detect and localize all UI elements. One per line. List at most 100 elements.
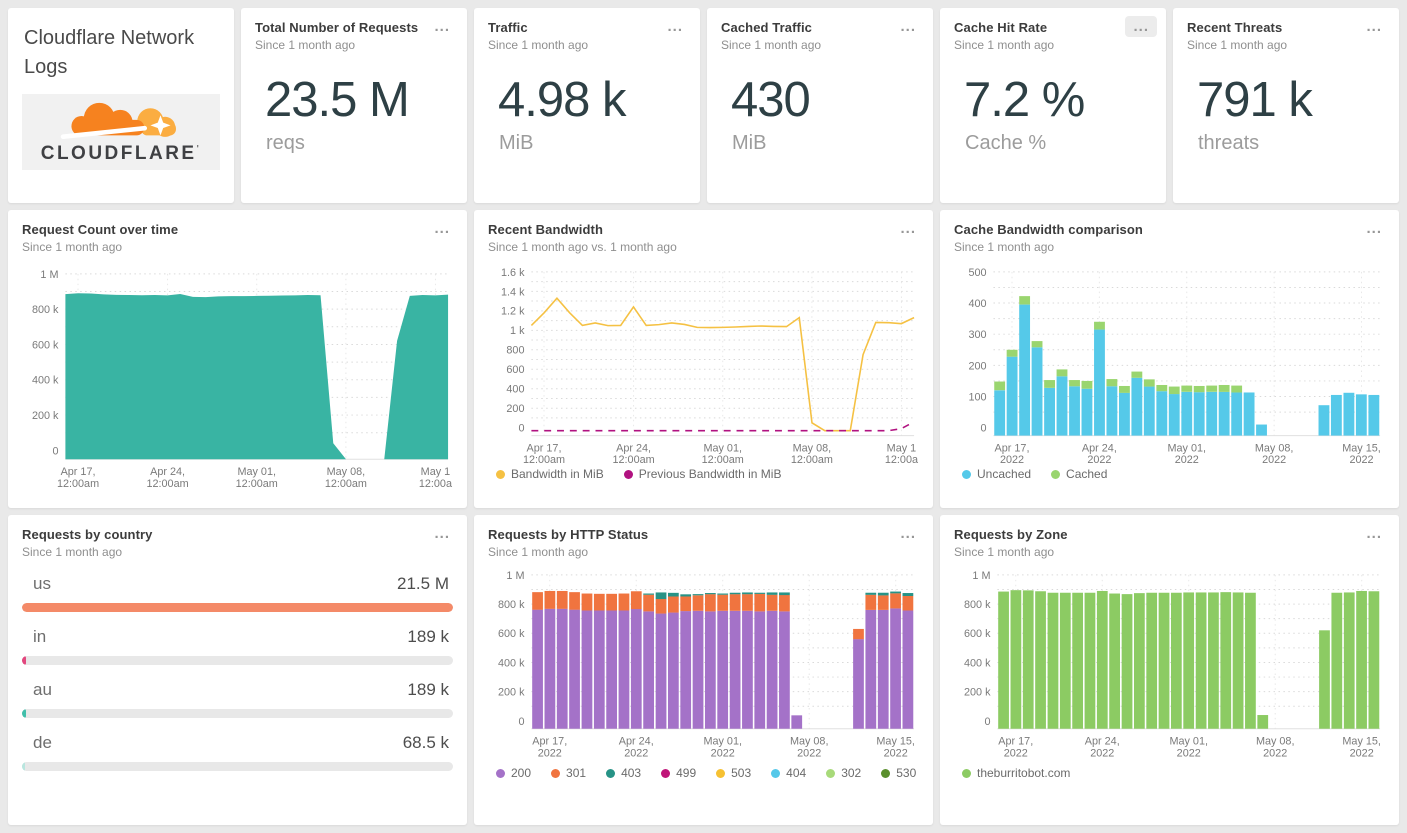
- country-bar-track: [22, 762, 453, 771]
- legend-item-previous-bandwidth-in-mib[interactable]: Previous Bandwidth in MiB: [623, 467, 781, 481]
- panel-title: Cache Hit Rate: [954, 20, 1048, 35]
- svg-text:Apr 17,: Apr 17,: [527, 442, 562, 454]
- svg-text:Apr 24,: Apr 24,: [1085, 736, 1120, 748]
- panel-title: Requests by Zone: [954, 527, 1068, 542]
- svg-text:May 08,: May 08,: [327, 466, 366, 478]
- country-row-header: de 68.5 k: [22, 733, 453, 753]
- svg-text:800 k: 800 k: [498, 599, 525, 611]
- panel-menu-icon[interactable]: ...: [892, 16, 924, 37]
- legend-dot-icon: [962, 768, 971, 778]
- panel-menu-icon[interactable]: ...: [426, 218, 458, 239]
- country-row-header: au 189 k: [22, 680, 453, 700]
- svg-text:May 08,: May 08,: [793, 442, 832, 454]
- svg-text:1.6 k: 1.6 k: [501, 267, 525, 279]
- svg-text:800 k: 800 k: [964, 599, 991, 611]
- panel-cache-bandwidth: Cache Bandwidth comparison Since 1 month…: [940, 210, 1399, 508]
- legend-item-200[interactable]: 200: [496, 766, 531, 780]
- legend-item-theburritobot-com[interactable]: theburritobot.com: [962, 766, 1070, 780]
- svg-text:May 01,: May 01,: [237, 466, 276, 478]
- legend-dot-icon: [1051, 469, 1061, 479]
- svg-text:Apr 24,: Apr 24,: [1082, 442, 1117, 454]
- panel-menu-icon[interactable]: ...: [1125, 16, 1157, 37]
- svg-text:600: 600: [506, 364, 524, 376]
- panel-subtitle: Since 1 month ago vs. 1 month ago: [488, 240, 677, 254]
- legend-item-301[interactable]: 301: [551, 766, 586, 780]
- svg-text:2022: 2022: [1263, 747, 1287, 759]
- panel-menu-icon[interactable]: ...: [1358, 16, 1390, 37]
- svg-text:500: 500: [968, 267, 986, 279]
- panel-menu-icon[interactable]: ...: [426, 523, 458, 544]
- panel-menu-icon[interactable]: ...: [1358, 218, 1390, 239]
- svg-text:2022: 2022: [1262, 454, 1286, 466]
- panel-menu-icon[interactable]: ...: [426, 16, 458, 37]
- legend-label: 301: [566, 766, 587, 781]
- dashboard-title: Cloudflare Network Logs: [24, 27, 195, 78]
- panel-subtitle: Since 1 month ago: [488, 545, 589, 559]
- legend-item-uncached[interactable]: Uncached: [962, 467, 1031, 481]
- svg-text:400: 400: [968, 298, 986, 310]
- panel-title: Cached Traffic: [721, 20, 812, 35]
- svg-text:0: 0: [518, 423, 524, 435]
- stat-value: 4.98 k: [498, 73, 626, 127]
- legend-label: 499: [676, 766, 697, 781]
- legend-item-503[interactable]: 503: [716, 766, 751, 780]
- panel-subtitle: Since 1 month ago: [954, 545, 1055, 559]
- legend-dot-icon: [606, 768, 616, 778]
- svg-text:2022: 2022: [1004, 747, 1028, 759]
- panel-title: Recent Threats: [1187, 20, 1283, 35]
- legend-item-499[interactable]: 499: [661, 766, 696, 780]
- svg-text:May 15,: May 15,: [1342, 736, 1381, 748]
- svg-text:May 08,: May 08,: [1255, 442, 1294, 454]
- legend-dot-icon: [661, 768, 671, 778]
- legend-dot-icon: [881, 768, 891, 778]
- svg-text:200 k: 200 k: [32, 410, 59, 422]
- svg-text:400 k: 400 k: [498, 657, 525, 669]
- legend-item-403[interactable]: 403: [606, 766, 641, 780]
- svg-text:2022: 2022: [1350, 747, 1374, 759]
- country-row-au: au 189 k: [22, 680, 453, 718]
- svg-text:Apr 24,: Apr 24,: [619, 736, 654, 748]
- panel-subtitle: Since 1 month ago: [22, 545, 123, 559]
- svg-text:2022: 2022: [538, 747, 562, 759]
- panel-title: Requests by country: [22, 527, 153, 542]
- svg-text:200: 200: [968, 360, 986, 372]
- legend-item-302[interactable]: 302: [826, 766, 861, 780]
- legend-item-bandwidth-in-mib[interactable]: Bandwidth in MiB: [496, 467, 604, 481]
- svg-text:600 k: 600 k: [32, 339, 59, 351]
- legend-item-cached[interactable]: Cached: [1051, 467, 1107, 481]
- svg-text:0: 0: [981, 423, 987, 435]
- panel-menu-icon[interactable]: ...: [1358, 523, 1390, 544]
- cloudflare-cloud-icon: [60, 102, 176, 140]
- panel-total-requests: Total Number of Requests Since 1 month a…: [241, 8, 467, 203]
- svg-text:May 01,: May 01,: [1167, 442, 1206, 454]
- svg-text:200 k: 200 k: [964, 687, 991, 699]
- panel-title: Total Number of Requests: [255, 20, 419, 35]
- stat-unit: threats: [1198, 132, 1260, 154]
- svg-text:May 15,: May 15,: [1342, 442, 1381, 454]
- svg-text:1 M: 1 M: [506, 570, 524, 582]
- legend-label: 404: [786, 766, 807, 781]
- legend-label: Cached: [1066, 467, 1108, 482]
- svg-text:2022: 2022: [884, 747, 908, 759]
- legend-label: theburritobot.com: [977, 766, 1071, 781]
- panel-subtitle: Since 1 month ago: [1187, 38, 1288, 52]
- legend-item-530[interactable]: 530: [881, 766, 916, 780]
- svg-text:400: 400: [506, 384, 524, 396]
- svg-text:Apr 24,: Apr 24,: [150, 466, 185, 478]
- panel-menu-icon[interactable]: ...: [659, 16, 691, 37]
- panel-subtitle: Since 1 month ago: [488, 38, 589, 52]
- svg-text:300: 300: [968, 329, 986, 341]
- panel-menu-icon[interactable]: ...: [892, 523, 924, 544]
- legend-item-404[interactable]: 404: [771, 766, 806, 780]
- country-bar-list: us 21.5 M in 189 k au 189 k de 68.5 k: [22, 574, 453, 771]
- panel-requests-by-zone: Requests by Zone Since 1 month ago ... 0…: [940, 515, 1399, 825]
- chart-row-2: Requests by country Since 1 month ago ..…: [8, 515, 1399, 825]
- panel-menu-icon[interactable]: ...: [892, 218, 924, 239]
- country-row-header: in 189 k: [22, 627, 453, 647]
- svg-text:2022: 2022: [624, 747, 648, 759]
